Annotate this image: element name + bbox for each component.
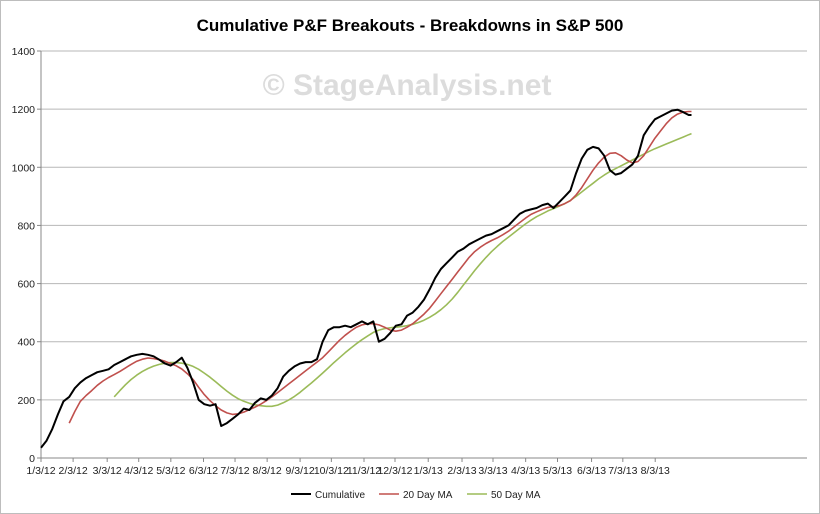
y-axis-ticks: 0 200 400 600 800 1000 1200 1400: [12, 46, 41, 465]
legend-label-cumulative: Cumulative: [315, 490, 365, 501]
x-tick-label: 7/3/12: [220, 465, 249, 477]
x-tick-label: 3/3/13: [478, 465, 507, 477]
x-tick-label: 1/3/12: [26, 465, 55, 477]
x-tick-label: 11/3/12: [347, 465, 381, 477]
y-tick-label: 400: [17, 337, 35, 349]
x-tick-label: 7/3/13: [608, 465, 637, 477]
series-line-cumulative: [40, 108, 692, 449]
series-lines: [40, 108, 692, 449]
x-tick-label: 8/3/13: [641, 465, 670, 477]
x-tick-label: 12/3/12: [377, 465, 412, 477]
legend-label-50-day-ma: 50 Day MA: [491, 490, 541, 501]
y-tick-label: 1200: [12, 104, 36, 116]
x-tick-label: 6/3/13: [577, 465, 606, 477]
watermark-text: © StageAnalysis.net: [263, 69, 552, 102]
y-tick-label: 1000: [12, 162, 36, 174]
legend-label-20-day-ma: 20 Day MA: [403, 490, 453, 501]
x-axis-ticks: 1/3/12 2/3/12 3/3/12 4/3/12 5/3/12 6/3/12 7/3/…: [26, 458, 670, 477]
x-tick-label: 5/3/12: [156, 465, 185, 477]
series-line-50-day-ma: [113, 132, 692, 408]
legend: Cumulative 20 Day MA 50 Day MA: [291, 490, 541, 501]
y-tick-label: 800: [17, 220, 35, 232]
y-tick-label: 600: [17, 279, 35, 291]
series-line-20-day-ma: [68, 110, 692, 424]
y-tick-label: 0: [29, 453, 35, 465]
gridlines: [41, 50, 807, 401]
x-tick-label: 5/3/13: [543, 465, 572, 477]
x-tick-label: 10/3/12: [314, 465, 349, 477]
x-tick-label: 9/3/12: [285, 465, 314, 477]
axes: [40, 51, 807, 459]
chart-title: Cumulative P&F Breakouts - Breakdowns in…: [197, 16, 624, 35]
x-tick-label: 2/3/13: [447, 465, 476, 477]
x-tick-label: 8/3/12: [253, 465, 282, 477]
x-tick-label: 1/3/13: [414, 465, 443, 477]
x-tick-label: 2/3/12: [59, 465, 88, 477]
x-tick-label: 4/3/13: [511, 465, 540, 477]
x-tick-label: 3/3/12: [93, 465, 122, 477]
x-tick-label: 6/3/12: [189, 465, 218, 477]
y-tick-label: 1400: [12, 46, 36, 58]
x-tick-label: 4/3/12: [124, 465, 153, 477]
y-tick-label: 200: [17, 395, 35, 407]
